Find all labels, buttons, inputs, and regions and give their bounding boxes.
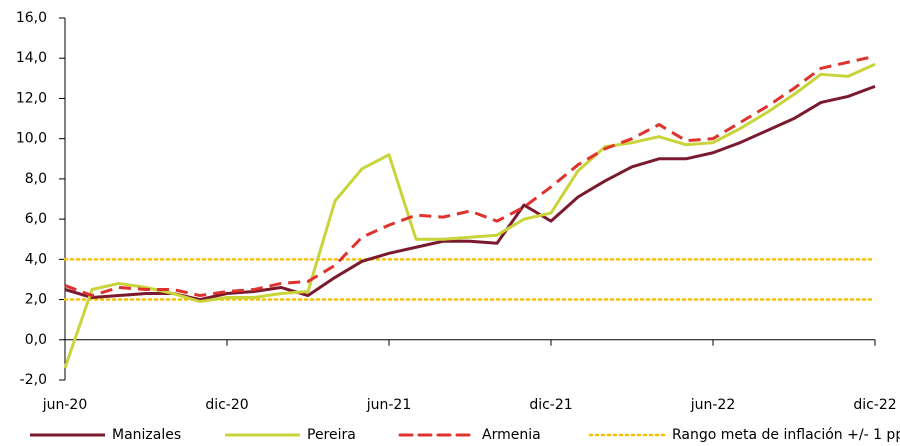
y-tick-label: 6,0 <box>25 211 47 227</box>
y-tick-label: 8,0 <box>25 171 47 187</box>
y-tick-label: 14,0 <box>16 50 47 66</box>
series-line <box>63 62 876 369</box>
series-line <box>64 84 876 302</box>
y-tick-label: 4,0 <box>25 251 47 267</box>
legend-label: Pereira <box>307 427 356 443</box>
x-tick-label: dic-20 <box>205 397 248 413</box>
series-line <box>64 54 876 298</box>
x-tick-label: dic-22 <box>853 397 896 413</box>
x-tick-label: dic-21 <box>529 397 572 413</box>
x-tick-label: jun-20 <box>42 397 88 413</box>
y-tick-label: 10,0 <box>16 131 47 147</box>
legend-label: Rango meta de inflación +/- 1 pp <box>672 427 900 443</box>
x-tick-label: jun-21 <box>366 397 412 413</box>
x-tick-label: jun-22 <box>690 397 736 413</box>
y-tick-label: 12,0 <box>16 90 47 106</box>
y-tick-label: 16,0 <box>16 10 47 26</box>
legend-label: Manizales <box>112 427 181 443</box>
legend-label: Armenia <box>482 427 541 443</box>
y-tick-label: 2,0 <box>25 292 47 308</box>
y-tick-label: 0,0 <box>25 332 47 348</box>
y-tick-label: -2,0 <box>20 372 47 388</box>
